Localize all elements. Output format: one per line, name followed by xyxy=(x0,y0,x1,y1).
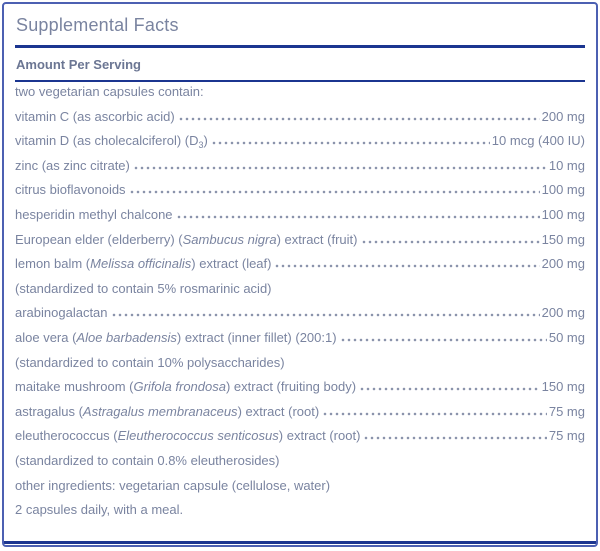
ingredient-amount: 100 mg xyxy=(541,182,585,198)
amount-per-serving-header: Amount Per Serving xyxy=(16,57,141,72)
ingredient-label: European elder (elderberry) (Sambucus ni… xyxy=(15,231,358,247)
ingredient-label: two vegetarian capsules contain: xyxy=(15,84,204,99)
ingredient-amount: 150 mg xyxy=(541,231,585,247)
ingredient-label: vitamin D (as cholecalciferol) (D3) xyxy=(15,133,208,151)
ingredient-row: maitake mushroom (Grifola frondosa) extr… xyxy=(15,379,585,404)
dotted-leader xyxy=(177,109,540,121)
note-row: two vegetarian capsules contain: xyxy=(15,84,585,109)
dotted-leader xyxy=(339,330,547,342)
ingredient-label: aloe vera (Aloe barbadensis) extract (in… xyxy=(15,329,337,345)
dotted-leader xyxy=(274,257,540,269)
ingredient-label: (standardized to contain 5% rosmarinic a… xyxy=(15,280,272,296)
dotted-leader xyxy=(359,380,540,392)
ingredient-row: citrus bioflavonoids 100 mg xyxy=(15,182,585,207)
ingredient-amount: 10 mcg (400 IU) xyxy=(491,133,585,149)
divider-thick-top xyxy=(15,45,585,48)
dotted-leader xyxy=(322,404,547,416)
ingredient-row: vitamin C (as ascorbic acid) 200 mg xyxy=(15,109,585,134)
dotted-leader xyxy=(363,429,547,441)
panel-title: Supplemental Facts xyxy=(16,15,179,35)
ingredient-label: zinc (as zinc citrate) xyxy=(15,157,130,173)
dotted-leader xyxy=(128,183,540,195)
ingredient-row: lemon balm (Melissa officinalis) extract… xyxy=(15,256,585,281)
ingredient-row: zinc (as zinc citrate) 10 mg xyxy=(15,158,585,183)
ingredient-row: hesperidin methyl chalcone 100 mg xyxy=(15,207,585,232)
ingredient-amount: 200 mg xyxy=(541,305,585,321)
ingredient-label: lemon balm (Melissa officinalis) extract… xyxy=(15,256,272,272)
ingredient-label: citrus bioflavonoids xyxy=(15,182,126,198)
ingredient-amount: 100 mg xyxy=(541,206,585,222)
ingredient-amount: 200 mg xyxy=(541,256,585,272)
ingredient-row: aloe vera (Aloe barbadensis) extract (in… xyxy=(15,330,585,355)
dotted-leader xyxy=(110,306,540,318)
note-row: other ingredients: vegetarian capsule (c… xyxy=(15,478,585,503)
ingredient-label: arabinogalactan xyxy=(15,305,108,321)
ingredient-amount: 50 mg xyxy=(548,329,585,345)
ingredient-list: two vegetarian capsules contain: vitamin … xyxy=(15,82,585,527)
ingredient-amount: 75 mg xyxy=(548,428,585,444)
divider-thick-bottom xyxy=(4,541,596,544)
ingredient-label: vitamin C (as ascorbic acid) xyxy=(15,108,175,124)
ingredient-amount: 200 mg xyxy=(541,108,585,124)
note-row: (standardized to contain 0.8% eleutheros… xyxy=(15,453,585,478)
ingredient-label: astragalus (Astragalus membranaceus) ext… xyxy=(15,403,320,419)
ingredient-row: astragalus (Astragalus membranaceus) ext… xyxy=(15,404,585,429)
ingredient-label: (standardized to contain 10% polysacchar… xyxy=(15,354,285,370)
dotted-leader xyxy=(360,232,540,244)
note-row: (standardized to contain 10% polysacchar… xyxy=(15,355,585,380)
ingredient-row: arabinogalactan 200 mg xyxy=(15,305,585,330)
ingredient-amount: 75 mg xyxy=(548,403,585,419)
ingredient-label: (standardized to contain 0.8% eleutheros… xyxy=(15,452,280,468)
ingredient-label: hesperidin methyl chalcone xyxy=(15,206,173,222)
note-row: 2 capsules daily, with a meal. xyxy=(15,502,585,527)
note-row: (standardized to contain 5% rosmarinic a… xyxy=(15,281,585,306)
ingredient-label: 2 capsules daily, with a meal. xyxy=(15,502,184,518)
ingredient-label: other ingredients: vegetarian capsule (c… xyxy=(15,477,331,493)
ingredient-row: European elder (elderberry) (Sambucus ni… xyxy=(15,232,585,257)
ingredient-amount: 150 mg xyxy=(541,379,585,395)
dotted-leader xyxy=(175,207,540,219)
ingredient-row: vitamin D (as cholecalciferol) (D3) 10 mc… xyxy=(15,133,585,158)
ingredient-label: eleutherococcus (Eleutherococcus sentico… xyxy=(15,428,361,444)
dotted-leader xyxy=(210,134,490,146)
ingredient-amount: 10 mg xyxy=(548,157,585,173)
divider-thin xyxy=(15,80,585,82)
dotted-leader xyxy=(132,158,547,170)
ingredient-row: eleutherococcus (Eleutherococcus sentico… xyxy=(15,428,585,453)
ingredient-label: maitake mushroom (Grifola frondosa) extr… xyxy=(15,379,357,395)
